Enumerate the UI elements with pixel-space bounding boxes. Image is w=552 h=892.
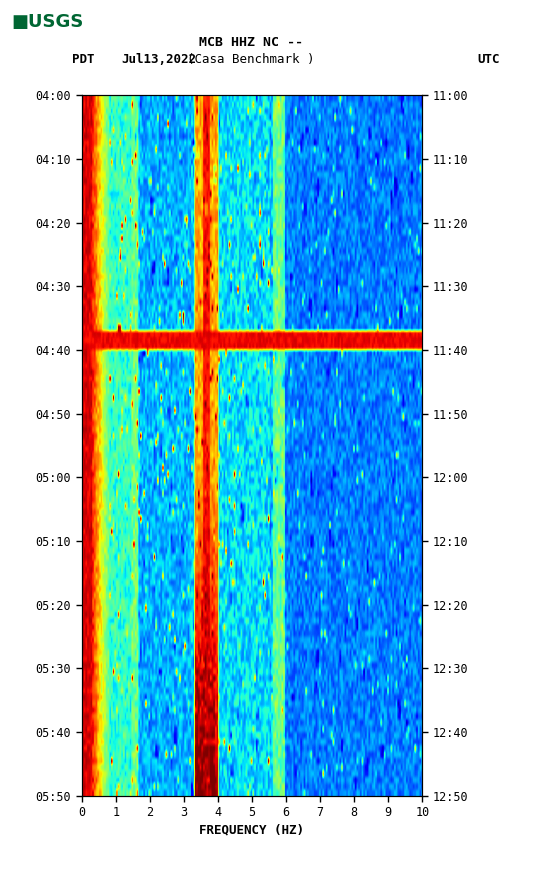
Text: (Casa Benchmark ): (Casa Benchmark ) [188,54,315,66]
Text: ■USGS: ■USGS [11,13,83,31]
Text: MCB HHZ NC --: MCB HHZ NC -- [199,37,303,49]
X-axis label: FREQUENCY (HZ): FREQUENCY (HZ) [199,823,305,836]
Text: UTC: UTC [477,54,500,66]
Text: PDT: PDT [72,54,94,66]
Text: Jul13,2022: Jul13,2022 [121,54,197,66]
